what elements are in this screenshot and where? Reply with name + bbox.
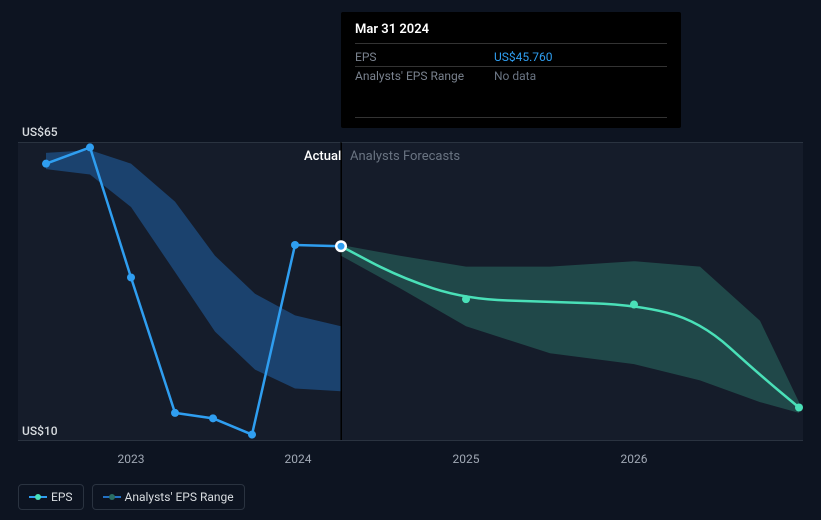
eps-marker — [86, 143, 94, 151]
eps-marker — [42, 160, 50, 168]
eps-marker — [291, 241, 299, 249]
eps-range-actual — [46, 150, 341, 391]
tooltip-row: Analysts' EPS Range No data — [355, 66, 667, 85]
tooltip-date: Mar 31 2024 — [355, 22, 667, 37]
legend-label: Analysts' EPS Range — [125, 490, 234, 504]
eps-marker — [209, 414, 217, 422]
y-axis-max-label: US$65 — [22, 125, 58, 139]
x-tick-label: 2026 — [621, 452, 648, 466]
chart-tooltip: Mar 31 2024 EPS US$45.760 Analysts' EPS Ra… — [341, 12, 681, 128]
eps-marker — [248, 431, 256, 439]
eps-forecast-marker — [462, 295, 470, 303]
tooltip-label: Analysts' EPS Range — [355, 69, 480, 83]
eps-chart: US$65 US$10 Actual Analysts Forecasts 20… — [0, 0, 821, 520]
tooltip-row: EPS US$45.760 — [355, 43, 667, 66]
eps-forecast-marker — [795, 403, 803, 411]
region-label-actual: Actual — [304, 149, 341, 164]
tooltip-label: EPS — [355, 50, 480, 64]
region-label-forecast: Analysts Forecasts — [350, 149, 460, 164]
x-tick-label: 2023 — [118, 452, 145, 466]
y-axis-min-label: US$10 — [22, 424, 58, 438]
legend-swatch-icon — [29, 492, 43, 502]
legend-item[interactable]: EPS — [18, 484, 84, 510]
chart-legend: EPS Analysts' EPS Range — [18, 484, 245, 510]
tooltip-value: No data — [494, 69, 536, 83]
x-tick-label: 2025 — [453, 452, 480, 466]
legend-item[interactable]: Analysts' EPS Range — [92, 484, 245, 510]
legend-label: EPS — [51, 490, 73, 504]
eps-marker — [171, 409, 179, 417]
legend-swatch-icon — [103, 492, 117, 502]
eps-range-forecast — [341, 245, 799, 413]
highlight-dot — [338, 243, 345, 250]
tooltip-value: US$45.760 — [494, 50, 553, 64]
x-tick-label: 2024 — [285, 452, 312, 466]
eps-forecast-marker — [630, 301, 638, 309]
eps-marker — [127, 273, 135, 281]
